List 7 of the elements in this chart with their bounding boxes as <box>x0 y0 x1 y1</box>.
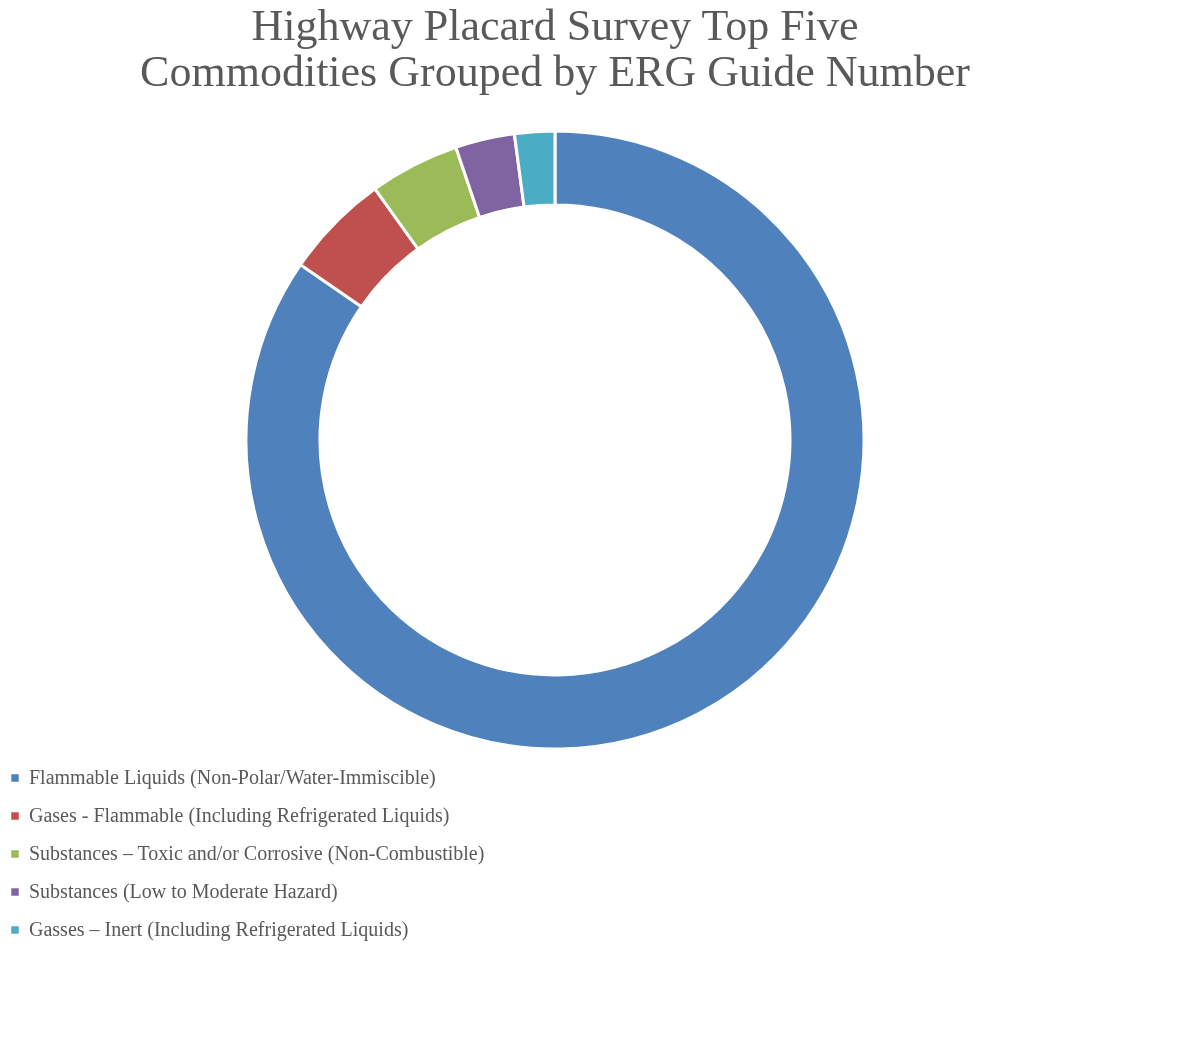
legend-label: Gases - Flammable (Including Refrigerated Liquids) <box>29 804 450 827</box>
donut-slice <box>244 129 866 751</box>
legend-label: Substances (Low to Moderate Hazard) <box>29 880 338 903</box>
legend-label: Gasses – Inert (Including Refrigerated Liquids) <box>29 918 409 941</box>
text: Highway Placard Survey Top Five <box>251 1 859 50</box>
legend-label: Flammable Liquids (Non-Polar/Water-Immiscible) <box>29 766 436 789</box>
legend-label: Substances – Toxic and/or Corrosive (Non-Combustible) <box>29 842 485 865</box>
